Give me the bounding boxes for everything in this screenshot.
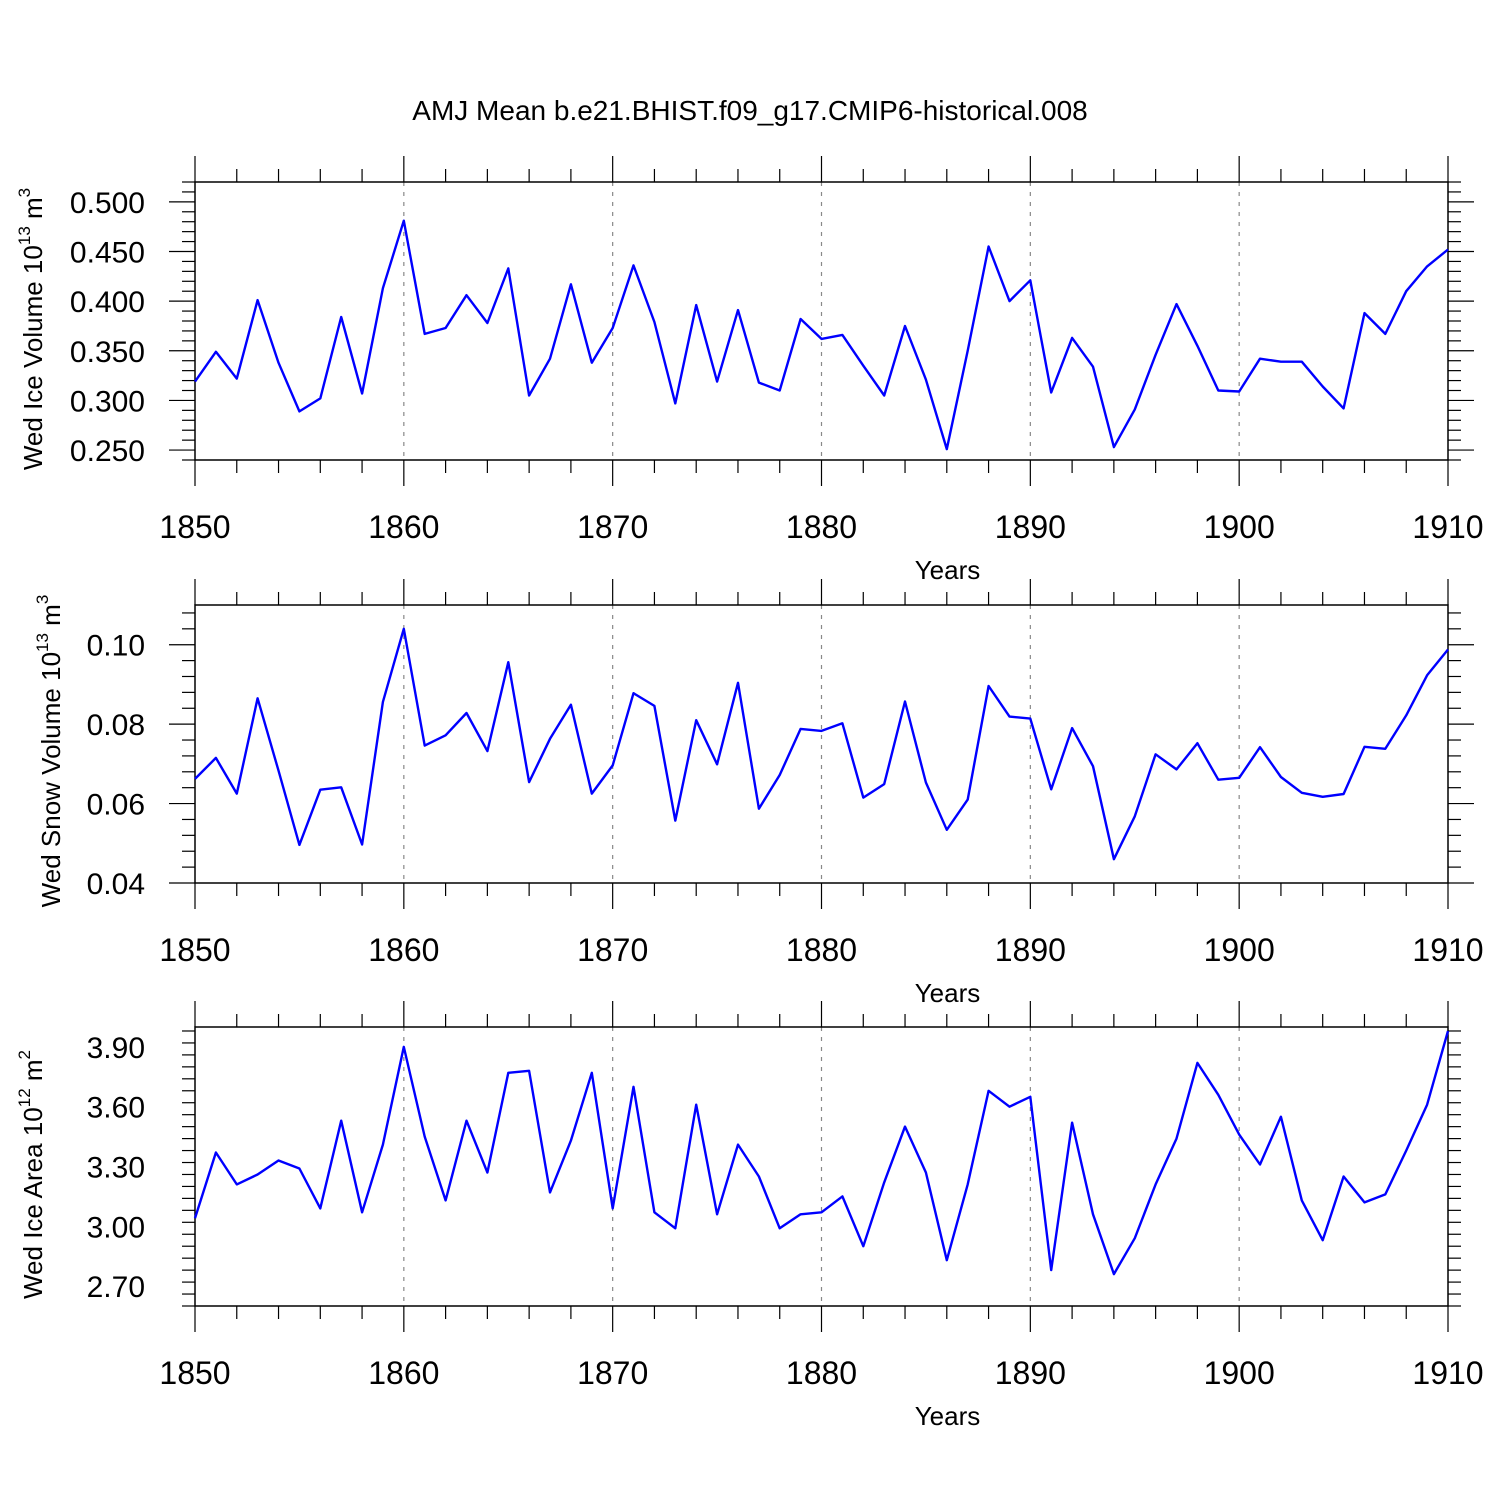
y-tick-label: 3.30: [87, 1152, 145, 1185]
y-tick-label: 2.70: [87, 1271, 145, 1304]
x-tick-label: 1880: [786, 1355, 857, 1391]
x-axis-label: Years: [915, 1401, 981, 1431]
x-tick-label: 1910: [1412, 509, 1483, 545]
y-tick-label: 0.300: [70, 385, 145, 418]
x-tick-label: 1860: [368, 509, 439, 545]
x-tick-label: 1880: [786, 509, 857, 545]
x-tick-label: 1910: [1412, 932, 1483, 968]
y-axis-label: Wed Ice Area 1012 m2: [15, 1050, 48, 1299]
x-tick-label: 1890: [995, 1355, 1066, 1391]
y-tick-label: 3.60: [87, 1092, 145, 1125]
chart-title: AMJ Mean b.e21.BHIST.f09_g17.CMIP6-histo…: [412, 95, 1087, 126]
series-line: [193, 1030, 1450, 1276]
y-tick-label: 0.450: [70, 237, 145, 270]
x-axis-label: Years: [915, 978, 981, 1008]
series-line: [194, 627, 1449, 861]
y-tick-label: 0.10: [87, 630, 145, 663]
x-tick-label: 1900: [1204, 1355, 1275, 1391]
y-tick-label: 3.00: [87, 1211, 145, 1244]
x-tick-label: 1890: [995, 932, 1066, 968]
y-axis-label: Wed Snow Volume 1013 m3: [33, 595, 66, 908]
y-axis-label: Wed Ice Volume 1013 m3: [15, 188, 48, 470]
x-tick-label: 1870: [577, 1355, 648, 1391]
y-tick-label: 0.250: [70, 435, 145, 468]
x-tick-label: 1870: [577, 509, 648, 545]
x-tick-label: 1870: [577, 932, 648, 968]
x-tick-label: 1890: [995, 509, 1066, 545]
x-tick-label: 1860: [368, 1355, 439, 1391]
x-tick-label: 1850: [159, 1355, 230, 1391]
x-tick-label: 1860: [368, 932, 439, 968]
x-tick-label: 1900: [1204, 932, 1275, 968]
y-tick-label: 0.400: [70, 286, 145, 319]
y-tick-label: 0.04: [87, 868, 145, 901]
x-tick-label: 1850: [159, 509, 230, 545]
panel-2: 0.04 0.06 0.08 0.10 1850 1860 1870 1880 1890 1900…: [33, 579, 1484, 1008]
y-tick-label: 0.08: [87, 709, 145, 742]
panel-1: 0.250 0.300 0.350 0.400 0.450 0.500 1850 1860 18…: [15, 156, 1484, 585]
y-tick-label: 0.500: [70, 187, 145, 220]
x-tick-label: 1880: [786, 932, 857, 968]
y-tick-label: 0.06: [87, 789, 145, 822]
y-tick-label: 3.90: [87, 1032, 145, 1065]
y-tick-label: 0.350: [70, 336, 145, 369]
series-line: [194, 219, 1449, 451]
panel-3: 2.70 3.00 3.30 3.60 3.90 1850 1860 1870 1880 1890…: [15, 1001, 1484, 1431]
x-tick-label: 1850: [159, 932, 230, 968]
x-tick-label: 1910: [1412, 1355, 1483, 1391]
x-tick-label: 1900: [1204, 509, 1275, 545]
x-axis-label: Years: [915, 555, 981, 585]
panels: 0.250 0.300 0.350 0.400 0.450 0.500 1850 1860 18…: [15, 156, 1484, 1431]
